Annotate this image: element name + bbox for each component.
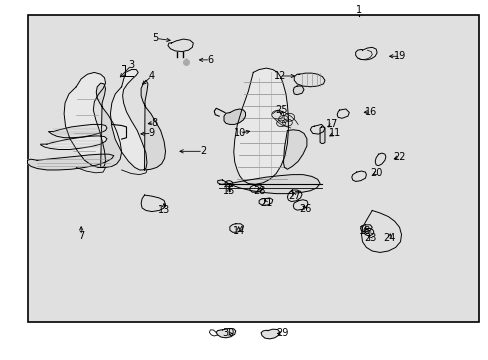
Circle shape [278, 116, 288, 123]
Polygon shape [336, 109, 348, 118]
Text: 22: 22 [392, 152, 405, 162]
Text: 25: 25 [274, 105, 287, 115]
Text: 3: 3 [128, 60, 134, 70]
Text: 15: 15 [222, 186, 235, 197]
Text: 30: 30 [223, 328, 235, 338]
Circle shape [183, 60, 188, 64]
Polygon shape [216, 328, 235, 338]
Text: 28: 28 [252, 186, 265, 197]
Text: 24: 24 [383, 233, 395, 243]
Text: 19: 19 [394, 51, 406, 61]
Polygon shape [229, 224, 243, 232]
Polygon shape [141, 195, 165, 212]
Text: 7: 7 [78, 231, 84, 240]
Text: 17: 17 [325, 120, 338, 129]
Polygon shape [351, 171, 366, 181]
Text: 27: 27 [288, 191, 300, 201]
Circle shape [271, 111, 283, 119]
Polygon shape [361, 211, 401, 252]
Polygon shape [167, 39, 193, 51]
Circle shape [363, 228, 373, 235]
Bar [27, 15, 478, 321]
Polygon shape [96, 83, 122, 167]
Polygon shape [320, 127, 325, 143]
Polygon shape [48, 125, 107, 138]
Circle shape [282, 119, 292, 126]
Polygon shape [293, 86, 304, 95]
Polygon shape [217, 175, 320, 194]
Polygon shape [41, 136, 107, 149]
Polygon shape [293, 200, 307, 210]
Circle shape [224, 181, 232, 186]
Polygon shape [283, 130, 306, 169]
Circle shape [366, 230, 370, 233]
Text: 12: 12 [273, 71, 285, 81]
Text: 20: 20 [369, 168, 382, 178]
Polygon shape [374, 153, 385, 166]
Text: 21: 21 [260, 198, 272, 208]
Text: 8: 8 [151, 118, 157, 128]
Text: 5: 5 [152, 33, 159, 43]
Polygon shape [27, 154, 114, 170]
Polygon shape [294, 73, 325, 87]
Polygon shape [224, 109, 245, 125]
Text: 14: 14 [232, 226, 244, 236]
Polygon shape [110, 69, 147, 170]
Text: 10: 10 [233, 129, 245, 138]
Text: 2: 2 [200, 146, 206, 156]
Text: 9: 9 [148, 129, 155, 138]
Polygon shape [355, 47, 376, 60]
Polygon shape [233, 68, 288, 184]
Text: 23: 23 [364, 233, 376, 243]
Polygon shape [64, 72, 105, 167]
Text: 26: 26 [299, 204, 311, 214]
Text: 29: 29 [276, 328, 288, 338]
Polygon shape [141, 80, 165, 170]
Circle shape [276, 120, 285, 127]
Polygon shape [261, 329, 279, 339]
Text: 13: 13 [158, 206, 170, 216]
Text: 1: 1 [355, 5, 362, 15]
Polygon shape [287, 190, 302, 202]
Text: 4: 4 [148, 71, 155, 81]
Polygon shape [259, 198, 272, 205]
Polygon shape [249, 185, 263, 192]
Text: 11: 11 [328, 129, 340, 138]
Text: 6: 6 [207, 55, 213, 65]
Polygon shape [360, 225, 371, 232]
Text: 18: 18 [359, 226, 371, 236]
Text: 16: 16 [365, 107, 377, 117]
Circle shape [284, 113, 294, 121]
